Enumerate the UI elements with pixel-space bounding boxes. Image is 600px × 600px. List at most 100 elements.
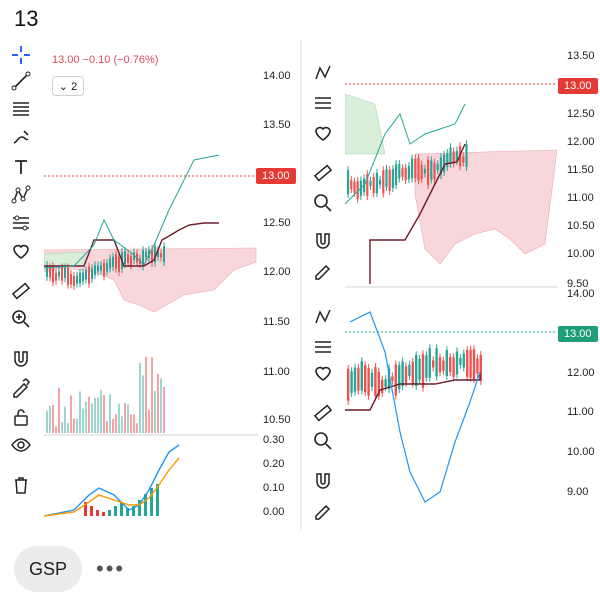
brush-icon[interactable] [8, 125, 34, 151]
candle-body [465, 144, 468, 167]
candle-body [357, 367, 360, 391]
left-osc-label: 0.30 [263, 434, 285, 446]
ruler-icon[interactable] [8, 278, 34, 304]
lock-drawing-icon[interactable] [310, 256, 336, 282]
candle-body [391, 376, 394, 381]
volume-bar [115, 414, 117, 433]
measure-icon[interactable] [310, 90, 336, 116]
candle-body [425, 355, 428, 378]
ruler-icon[interactable] [310, 160, 336, 186]
magnet-icon[interactable] [310, 468, 336, 494]
lock-drawing-icon[interactable] [310, 496, 336, 522]
candle-body [130, 255, 132, 266]
candle-body [472, 349, 476, 380]
candle-body [103, 262, 105, 277]
left-axis-label: 12.00 [263, 266, 291, 278]
volume-bar [106, 421, 108, 433]
candle-body [432, 360, 435, 368]
right-bottom-candles [347, 344, 482, 405]
fib-lines-icon[interactable] [8, 96, 34, 122]
eye-icon[interactable] [8, 432, 34, 458]
candle-body [446, 152, 449, 167]
volume-bar [61, 422, 63, 433]
candle-body [124, 251, 126, 265]
rt-axis-label: 12.50 [567, 108, 595, 120]
pattern-icon[interactable] [310, 304, 336, 330]
rt-axis-label: 10.00 [567, 248, 595, 260]
rt-axis-label: 11.50 [567, 164, 594, 176]
ruler-icon[interactable] [310, 400, 336, 426]
volume-bar [109, 394, 111, 433]
volume-bar [55, 426, 57, 433]
candle-body [395, 164, 398, 186]
candle-body [414, 158, 417, 179]
zoom-in-icon[interactable] [310, 428, 336, 454]
candle-body [404, 167, 407, 181]
candle-body [462, 156, 465, 163]
candle-body [142, 250, 144, 267]
volume-bar [67, 423, 69, 433]
candle-body [452, 357, 455, 378]
candle-body [391, 169, 394, 188]
favorite-icon[interactable] [8, 238, 34, 264]
symbol-chip[interactable]: GSP [14, 546, 82, 592]
volume-bar [121, 416, 123, 433]
measure-icon[interactable] [310, 334, 336, 360]
candle-body [49, 267, 51, 278]
rt-axis-label: 12.00 [567, 136, 595, 148]
text-icon[interactable] [8, 154, 34, 180]
candle-body [401, 361, 404, 387]
volume-bar [100, 389, 102, 433]
candle-body [154, 246, 156, 263]
candle-body [466, 350, 469, 378]
left-oscillator [44, 444, 180, 517]
rt-last-price-tag: 13.00 [558, 78, 598, 94]
candle-body [350, 180, 353, 190]
indicator-collapse-button[interactable]: ⌄ 2 [52, 76, 84, 96]
rb-axis-label: 10.00 [567, 446, 595, 458]
candle-body [73, 275, 75, 286]
candle-body [387, 368, 391, 390]
trash-icon[interactable] [8, 472, 34, 498]
left-volume-bars [46, 356, 165, 433]
zoom-in-icon[interactable] [310, 190, 336, 216]
more-options-icon[interactable]: ••• [96, 556, 126, 581]
volume-bar [97, 397, 99, 433]
measure-icon[interactable] [8, 210, 34, 236]
candle-body [64, 267, 66, 279]
magnet-icon[interactable] [310, 228, 336, 254]
right-top-chart[interactable] [345, 44, 557, 288]
candle-body [385, 168, 388, 187]
candle-body [88, 266, 90, 284]
volume-bar [103, 394, 105, 433]
right-bottom-chart[interactable] [345, 292, 557, 528]
left-price-chart[interactable] [44, 40, 258, 530]
zoom-in-icon[interactable] [8, 306, 34, 332]
volume-bar [46, 410, 48, 433]
candle-body [347, 170, 350, 195]
page-title: 13 [14, 6, 39, 31]
trendline-icon[interactable] [8, 68, 34, 94]
crosshair-icon[interactable] [8, 42, 34, 68]
candle-body [439, 157, 442, 176]
volume-bar [94, 398, 96, 433]
candle-body [145, 251, 147, 258]
volume-bar [148, 409, 150, 433]
volume-bar [124, 402, 126, 433]
candle-body [421, 354, 425, 388]
volume-bar [52, 404, 54, 433]
volume-bar [112, 418, 114, 433]
pattern-icon[interactable] [8, 182, 34, 208]
candle-body [160, 253, 162, 258]
magnet-icon[interactable] [8, 346, 34, 372]
favorite-icon[interactable] [310, 120, 336, 146]
volume-bar [58, 387, 60, 433]
candle-body [94, 265, 96, 275]
candle-body [364, 365, 367, 393]
unlock-icon[interactable] [8, 404, 34, 430]
left-osc-label: 0.00 [263, 506, 285, 518]
favorite-icon[interactable] [310, 360, 336, 386]
pattern-icon[interactable] [310, 60, 336, 86]
lock-drawing-icon[interactable] [8, 374, 34, 400]
rt-axis-label: 13.50 [567, 50, 595, 62]
